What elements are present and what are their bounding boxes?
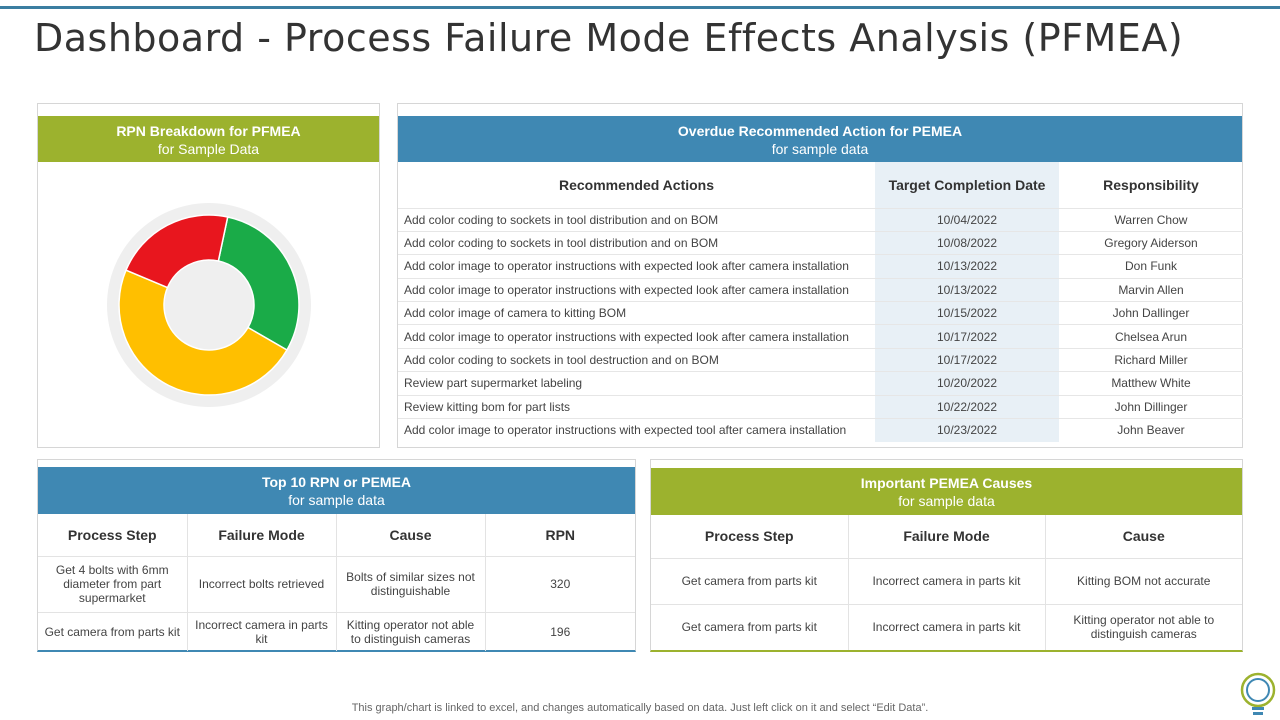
important-causes-panel: Important PEMEA Causes for sample data P… <box>650 459 1243 652</box>
top10-rpn-panel: Top 10 RPN or PEMEA for sample data Proc… <box>37 459 636 652</box>
cell-responsibility: Matthew White <box>1059 371 1243 396</box>
cell-target-date: 10/17/2022 <box>875 324 1059 349</box>
causes-panel-subtitle: for sample data <box>898 493 995 509</box>
table-row: Add color image to operator instructions… <box>398 418 1243 442</box>
rpn-panel-header: RPN Breakdown for PFMEA for Sample Data <box>38 116 379 162</box>
column-header-process-step: Process Step <box>651 515 849 558</box>
cell-responsibility: Gregory Aiderson <box>1059 230 1243 255</box>
cell-cause: Kitting operator not able to distinguish… <box>336 611 486 651</box>
column-header-process-step: Process Step <box>38 514 188 556</box>
cell-process-step: Get camera from parts kit <box>651 557 849 604</box>
table-row: Add color image to operator instructions… <box>398 277 1243 302</box>
cell-target-date: 10/22/2022 <box>875 394 1059 419</box>
column-header-cause: Cause <box>336 514 486 556</box>
cell-rpn: 320 <box>485 555 635 612</box>
cell-failure-mode: Incorrect bolts retrieved <box>187 555 337 612</box>
table-row: Add color image to operator instructions… <box>398 324 1243 349</box>
footnote: This graph/chart is linked to excel, and… <box>351 702 929 714</box>
top10-panel-header: Top 10 RPN or PEMEA for sample data <box>38 467 635 514</box>
table-header-row: Process Step Failure Mode Cause <box>651 515 1242 558</box>
cell-cause: Kitting operator not able to distinguish… <box>1045 603 1242 650</box>
table-row: Add color coding to sockets in tool dest… <box>398 347 1243 372</box>
causes-panel-title: Important PEMEA Causes <box>860 475 1033 491</box>
cell-responsibility: John Dallinger <box>1059 301 1243 325</box>
cell-recommended-action: Add color image to operator instructions… <box>398 277 875 302</box>
cell-recommended-action: Add color coding to sockets in tool dist… <box>398 207 875 232</box>
cell-target-date: 10/04/2022 <box>875 207 1059 232</box>
rpn-breakdown-panel: RPN Breakdown for PFMEA for Sample Data <box>37 103 380 448</box>
cell-recommended-action: Review part supermarket labeling <box>398 371 875 396</box>
cell-target-date: 10/23/2022 <box>875 418 1059 442</box>
cell-recommended-action: Add color image to operator instructions… <box>398 324 875 349</box>
rpn-donut-chart[interactable] <box>106 202 312 408</box>
rpn-panel-subtitle: for Sample Data <box>157 141 260 157</box>
cell-responsibility: John Beaver <box>1059 418 1243 442</box>
cell-recommended-action: Add color image to operator instructions… <box>398 418 875 442</box>
cell-recommended-action: Add color coding to sockets in tool dest… <box>398 347 875 372</box>
overdue-panel-header: Overdue Recommended Action for PEMEA for… <box>398 116 1242 162</box>
overdue-actions-table: Recommended Actions Target Completion Da… <box>398 162 1243 442</box>
top-rule <box>0 6 1280 9</box>
table-row: Get camera from parts kit Incorrect came… <box>651 603 1242 650</box>
cell-rpn: 196 <box>485 611 635 651</box>
column-header-cause: Cause <box>1122 528 1165 545</box>
donut-hole <box>165 261 253 349</box>
table-row: Review kitting bom for part lists 10/22/2… <box>398 394 1243 419</box>
cell-target-date: 10/13/2022 <box>875 254 1059 279</box>
cell-cause: Kitting BOM not accurate <box>1045 557 1242 604</box>
column-header-responsibility: Responsibility <box>1103 176 1199 193</box>
table-row: Add color image of camera to kitting BOM… <box>398 301 1243 325</box>
table-header-row: Recommended Actions Target Completion Da… <box>398 162 1243 208</box>
column-header-rpn: RPN <box>545 526 576 543</box>
lightbulb-icon <box>1240 672 1276 715</box>
column-header-failure-mode: Failure Mode <box>187 514 337 556</box>
cell-responsibility: John Dillinger <box>1059 394 1243 419</box>
table-row: Add color coding to sockets in tool dist… <box>398 207 1243 232</box>
cell-cause: Bolts of similar sizes not distinguishab… <box>336 555 486 612</box>
column-header-recommended-actions: Recommended Actions <box>558 176 715 193</box>
cell-failure-mode: Incorrect camera in parts kit <box>848 557 1046 604</box>
cell-failure-mode: Incorrect camera in parts kit <box>187 611 337 651</box>
cell-responsibility: Marvin Allen <box>1059 277 1243 302</box>
cell-recommended-action: Add color image to operator instructions… <box>398 254 875 279</box>
causes-panel-header: Important PEMEA Causes for sample data <box>651 468 1242 515</box>
overdue-actions-panel: Overdue Recommended Action for PEMEA for… <box>397 103 1243 448</box>
cell-target-date: 10/15/2022 <box>875 301 1059 325</box>
table-row: Get camera from parts kit Incorrect came… <box>651 557 1242 604</box>
donut-slice-red[interactable] <box>125 214 229 289</box>
cell-target-date: 10/08/2022 <box>875 230 1059 255</box>
cell-responsibility: Don Funk <box>1059 254 1243 279</box>
cell-target-date: 10/13/2022 <box>875 277 1059 302</box>
top10-panel-subtitle: for sample data <box>288 492 385 508</box>
cell-target-date: 10/20/2022 <box>875 371 1059 396</box>
overdue-panel-subtitle: for sample data <box>771 141 869 157</box>
column-header-target-completion-date: Target Completion Date <box>875 162 1059 208</box>
top10-rpn-table: Process Step Failure Mode Cause RPN Get … <box>38 514 635 651</box>
donut-slice-green[interactable] <box>217 216 300 352</box>
cell-responsibility: Richard Miller <box>1059 347 1243 372</box>
page-title: Dashboard - Process Failure Mode Effects… <box>34 16 1184 60</box>
table-header-row: Process Step Failure Mode Cause RPN <box>38 514 635 556</box>
table-row: Add color coding to sockets in tool dist… <box>398 230 1243 255</box>
cell-responsibility: Chelsea Arun <box>1059 324 1243 349</box>
rpn-panel-title: RPN Breakdown for PFMEA <box>116 123 301 139</box>
cell-process-step: Get 4 bolts with 6mm diameter from part … <box>38 555 188 612</box>
top10-panel-title: Top 10 RPN or PEMEA <box>261 474 412 490</box>
cell-process-step: Get camera from parts kit <box>651 603 849 650</box>
cell-responsibility: Warren Chow <box>1059 207 1243 232</box>
cell-recommended-action: Add color coding to sockets in tool dist… <box>398 230 875 255</box>
cell-recommended-action: Review kitting bom for part lists <box>398 394 875 419</box>
cell-failure-mode: Incorrect camera in parts kit <box>848 603 1046 650</box>
table-row: Get 4 bolts with 6mm diameter from part … <box>38 555 635 612</box>
table-row: Get camera from parts kit Incorrect came… <box>38 611 635 651</box>
table-row: Add color image to operator instructions… <box>398 254 1243 279</box>
important-causes-table: Process Step Failure Mode Cause Get came… <box>651 515 1242 650</box>
donut-slice-yellow[interactable] <box>118 269 288 396</box>
cell-recommended-action: Add color image of camera to kitting BOM <box>398 301 875 325</box>
cell-target-date: 10/17/2022 <box>875 347 1059 372</box>
cell-process-step: Get camera from parts kit <box>38 611 188 651</box>
overdue-panel-title: Overdue Recommended Action for PEMEA <box>677 123 963 139</box>
column-header-failure-mode: Failure Mode <box>848 515 1046 558</box>
table-row: Review part supermarket labeling 10/20/20… <box>398 371 1243 396</box>
